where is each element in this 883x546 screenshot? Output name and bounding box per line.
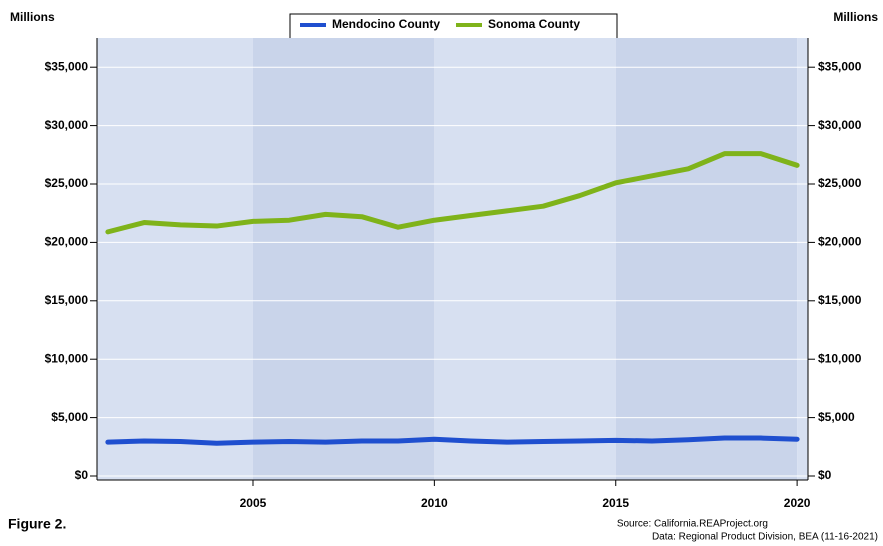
y-tick-label: $15,000 — [45, 293, 89, 307]
legend-label: Sonoma County — [488, 17, 580, 31]
y-axis-title: Millions — [10, 10, 55, 24]
y-tick-label: $0 — [75, 468, 89, 482]
y2-tick-label: $0 — [818, 468, 832, 482]
y2-tick-label: $5,000 — [818, 410, 855, 424]
y2-tick-label: $20,000 — [818, 235, 862, 249]
x-tick-label: 2015 — [602, 496, 629, 510]
plot-band — [97, 38, 253, 480]
data-note: Data: Regional Product Division, BEA (11… — [652, 532, 878, 543]
plot-band — [797, 38, 808, 480]
plot-band — [252, 38, 435, 480]
series-line — [105, 151, 800, 235]
y2-tick-label: $10,000 — [818, 351, 862, 365]
y-tick-label: $10,000 — [45, 351, 89, 365]
figure-label: Figure 2. — [8, 516, 66, 532]
legend-label: Mendocino County — [332, 17, 440, 31]
y-tick-label: $35,000 — [45, 59, 89, 73]
source: Source: California.REAProject.org — [617, 519, 768, 530]
y-tick-label: $30,000 — [45, 118, 89, 132]
y2-axis-title: Millions — [833, 10, 878, 24]
y2-tick-label: $25,000 — [818, 176, 862, 190]
y-tick-label: $25,000 — [45, 176, 89, 190]
y-tick-label: $5,000 — [51, 410, 88, 424]
legend-box — [289, 13, 618, 38]
series-line — [105, 435, 800, 446]
x-tick-label: 2005 — [240, 496, 267, 510]
plot-band — [434, 38, 616, 480]
y2-tick-label: $35,000 — [818, 59, 862, 73]
plot-band — [615, 38, 798, 480]
x-tick-label: 2020 — [784, 496, 811, 510]
y-tick-label: $20,000 — [45, 235, 89, 249]
x-tick-label: 2010 — [421, 496, 448, 510]
y2-tick-label: $30,000 — [818, 118, 862, 132]
y2-tick-label: $15,000 — [818, 293, 862, 307]
